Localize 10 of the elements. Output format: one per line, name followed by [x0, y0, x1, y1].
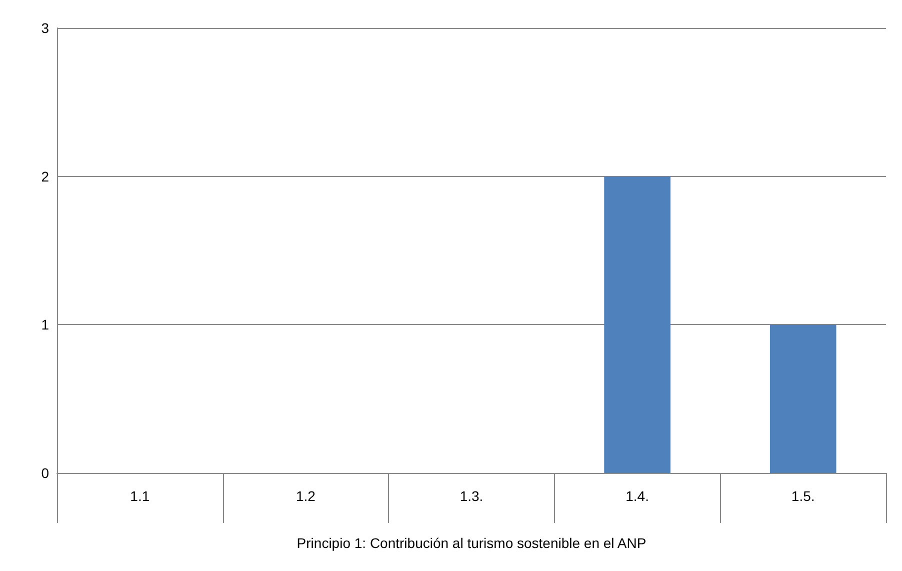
- x-axis-title: Principio 1: Contribución al turismo sostenible en el ANP: [296, 535, 646, 551]
- y-tick-label: 1: [41, 316, 50, 333]
- x-tick-label: 1.4.: [626, 488, 649, 504]
- x-tick-label: 1.3.: [460, 488, 484, 504]
- y-tick-label: 0: [41, 465, 50, 481]
- y-tick-label: 2: [41, 168, 50, 184]
- x-tick-label: 1.5.: [791, 488, 815, 504]
- y-tick-label: 3: [41, 20, 50, 36]
- x-tick-label: 1.1: [130, 488, 150, 504]
- x-tick-label: 1.2: [296, 488, 316, 504]
